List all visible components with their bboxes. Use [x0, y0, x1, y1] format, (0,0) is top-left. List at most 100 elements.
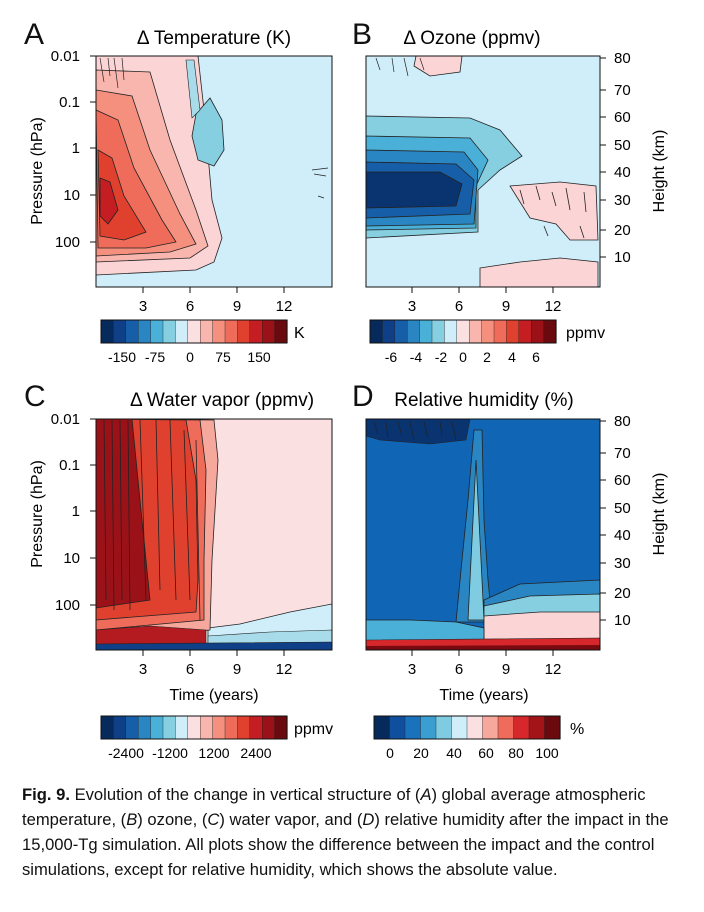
panel-a-ytick-10: 10	[63, 187, 80, 204]
panel-c-cb-tick-0: -2400	[108, 745, 144, 761]
panel-c-xtick-6: 6	[186, 661, 194, 678]
colorbar-swatch	[262, 715, 276, 740]
colorbar-swatch	[212, 715, 226, 740]
panel-c-ytick-10: 10	[63, 550, 80, 567]
panel-c-ytick-100: 100	[55, 597, 80, 614]
panel-c-y-ticks: 0.01 0.1 1 10 100	[51, 411, 96, 614]
panel-a: A Δ Temperature (K) Pressure (hPa) 0.01 …	[24, 18, 333, 365]
ozone-gain-right	[509, 181, 599, 241]
panel-b-cb-tick-5: 4	[508, 349, 516, 365]
panel-c-ylabel: Pressure (hPa)	[29, 460, 46, 568]
caption-text-3: ) ozone, (	[137, 810, 208, 829]
panel-a-cb-tick-2: 0	[186, 349, 194, 365]
panel-a-ytick-0.1: 0.1	[59, 94, 80, 111]
panel-a-cb-tick-0: -150	[108, 349, 136, 365]
panel-a-xtick-marks	[142, 287, 285, 293]
colorbar-swatch	[544, 715, 561, 740]
panel-d-x-ticks: 3 6 9 12	[408, 650, 562, 678]
colorbar-swatch	[407, 319, 421, 344]
panel-d-xtick-3: 3	[408, 661, 416, 678]
panel-c-plot	[96, 419, 332, 650]
panel-b-letter: B	[352, 18, 372, 51]
colorbar-swatch	[125, 319, 139, 344]
panel-c-frame	[95, 418, 333, 651]
panel-d-ylabel: Height (km)	[651, 473, 668, 556]
colorbar-swatch	[249, 715, 263, 740]
panel-a-xtick-12: 12	[276, 298, 293, 315]
colorbar-swatch	[373, 715, 391, 740]
panel-b-cb-tick-1: -4	[410, 349, 423, 365]
colorbar-swatch	[212, 319, 226, 344]
caption-fig-label: Fig. 9.	[22, 785, 70, 804]
panel-a-ytick-100: 100	[55, 234, 80, 251]
panel-c-cb-tick-1: -1200	[152, 745, 188, 761]
panel-a-cb-tick-3: 75	[215, 349, 231, 365]
panel-a-colorbar-unit: K	[294, 325, 305, 342]
colorbar-swatch	[531, 319, 545, 344]
colorbar-swatch	[199, 319, 214, 344]
panel-c-letter: C	[24, 380, 46, 413]
panel-a-letter: A	[24, 18, 44, 51]
ozone-loss-core	[366, 171, 463, 209]
temp-warm-core	[99, 177, 119, 225]
panel-b-colorbar-unit: ppmv	[566, 325, 605, 342]
colorbar-swatch	[394, 319, 408, 344]
panel-d-xlabel: Time (years)	[439, 687, 528, 704]
panel-a-colorbar-frame	[100, 319, 288, 344]
panel-c-ytick-0.1: 0.1	[59, 457, 80, 474]
panel-b-cb-tick-2: -2	[435, 349, 448, 365]
panel-c-ytick-marks	[90, 418, 96, 606]
temp-noise-left	[99, 57, 125, 89]
colorbar-swatch	[404, 715, 422, 740]
panel-b-ylabel: Height (km)	[651, 130, 668, 213]
panel-d-htick-30: 30	[614, 555, 631, 572]
panel-b-htick-50: 50	[614, 137, 631, 154]
panel-b-htick-60: 60	[614, 109, 631, 126]
panel-c-cb-tick-3: 2400	[240, 745, 271, 761]
panel-a-xtick-3: 3	[139, 298, 147, 315]
caption-text-2: ) global average atmospheric temperature…	[22, 785, 646, 829]
temp-cool-patch	[191, 97, 225, 167]
panel-c-x-ticks: 3 6 9 12	[139, 650, 292, 678]
colorbar-swatch	[175, 715, 189, 740]
colorbar-swatch	[528, 715, 546, 740]
panel-a-title: Δ Temperature (K)	[137, 28, 291, 49]
ozone-gain-top	[413, 56, 463, 77]
colorbar-swatch	[113, 319, 127, 344]
panel-c-colorbar-unit: ppmv	[294, 721, 333, 738]
panel-d-cb-tick-0: 0	[386, 745, 394, 761]
colorbar-swatch	[187, 319, 201, 344]
panel-b-htick-10: 10	[614, 249, 631, 266]
colorbar-swatch	[137, 319, 152, 344]
panel-c-xtick-marks	[142, 650, 285, 656]
colorbar-swatch	[162, 319, 177, 344]
panel-d-colorbar: % 0 20 40 60 80 100	[373, 715, 584, 761]
colorbar-swatch	[466, 715, 484, 740]
colorbar-swatch	[543, 319, 557, 344]
panel-d-htick-40: 40	[614, 527, 631, 544]
panel-b-cb-tick-0: -6	[385, 349, 398, 365]
colorbar-swatch	[137, 715, 152, 740]
panel-b-xtick-marks	[411, 287, 554, 293]
panel-d-htick-marks	[600, 420, 606, 621]
ozone-noise-right	[519, 185, 587, 239]
colorbar-swatch	[187, 715, 201, 740]
colorbar-swatch	[482, 715, 499, 740]
colorbar-swatch	[237, 319, 251, 344]
colorbar-swatch	[481, 319, 495, 344]
panel-c-title: Δ Water vapor (ppmv)	[130, 390, 314, 411]
colorbar-swatch	[175, 319, 189, 344]
panel-a-cb-tick-1: -75	[145, 349, 165, 365]
rh-surface-dark	[366, 645, 600, 650]
panel-c-xlabel: Time (years)	[169, 687, 258, 704]
panel-d-xtick-12: 12	[545, 661, 562, 678]
panel-d-title: Relative humidity (%)	[394, 390, 574, 411]
colorbar-swatch	[224, 715, 239, 740]
panel-a-y-ticks: 0.01 0.1 1 10 100	[51, 48, 96, 251]
colorbar-swatch	[444, 319, 458, 344]
panel-d-htick-50: 50	[614, 500, 631, 517]
colorbar-swatch	[506, 319, 520, 344]
colorbar-swatch	[237, 715, 251, 740]
panel-b-plot	[366, 56, 600, 287]
panel-d-xtick-marks	[411, 650, 554, 656]
